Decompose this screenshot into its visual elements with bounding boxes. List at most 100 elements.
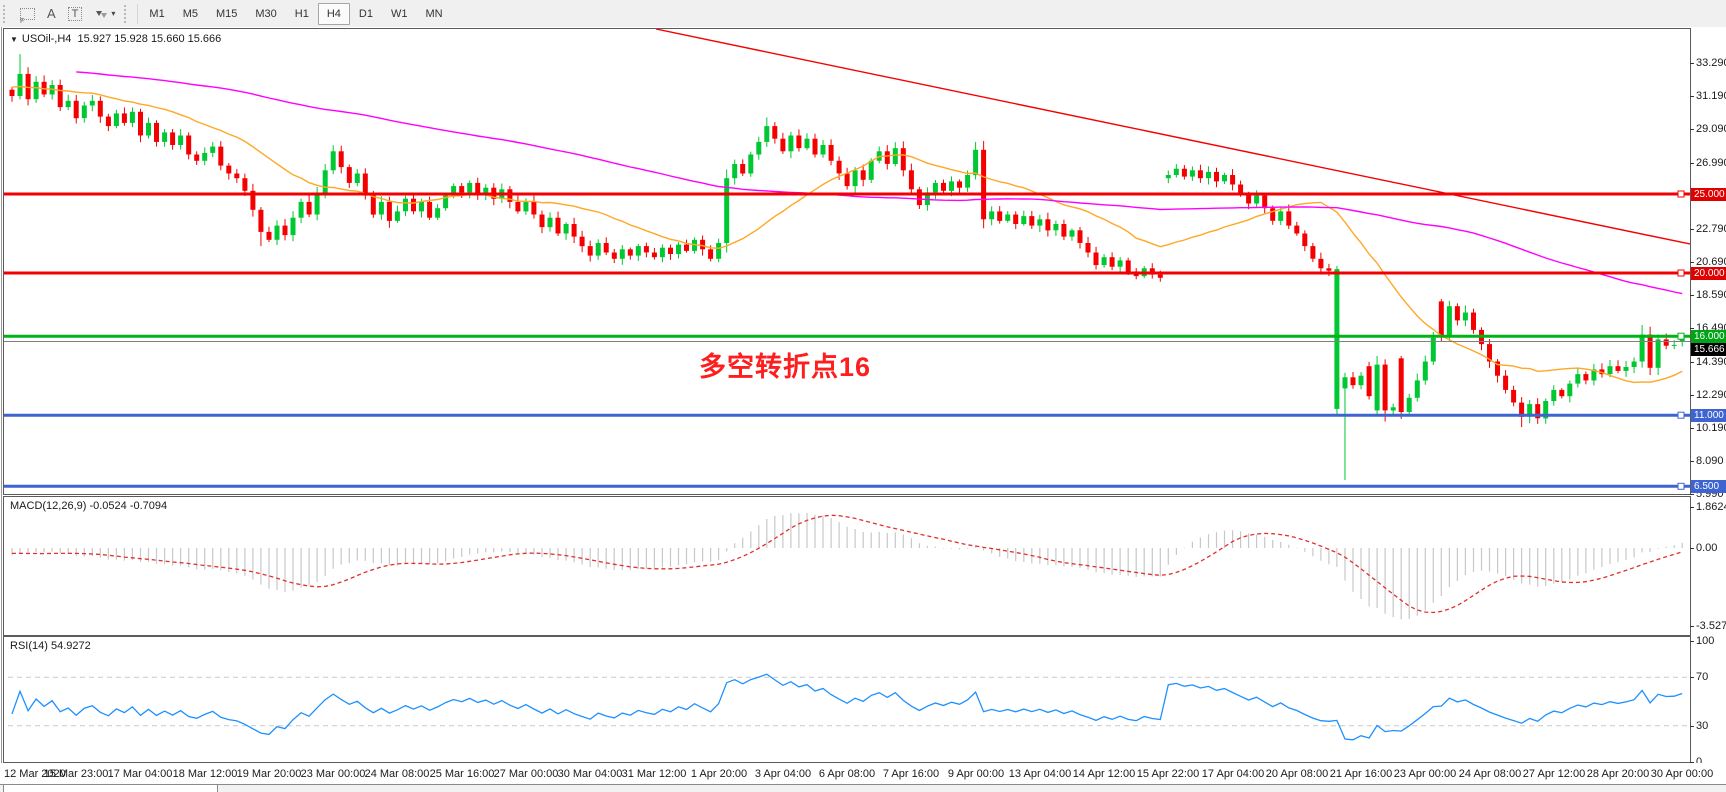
- time-label: 14 Apr 12:00: [1072, 768, 1136, 780]
- indicators-button[interactable]: F: [14, 3, 41, 25]
- time-label: 23 Apr 00:00: [1393, 768, 1457, 780]
- main-price-panel[interactable]: ▼ USOil-,H4 15.927 15.928 15.660 15.666 多…: [3, 28, 1691, 495]
- timeframe-h4[interactable]: H4: [317, 2, 350, 25]
- time-label: 27 Apr 12:00: [1522, 768, 1586, 780]
- price-badge-15.666: 15.666: [1691, 342, 1726, 356]
- time-label: 9 Apr 00:00: [947, 768, 1005, 780]
- axis-tick-mark: [1690, 395, 1694, 396]
- text-box-t-icon: T: [67, 6, 83, 21]
- arrow-objects-icon: [96, 10, 108, 18]
- axis-tick-mark: [1690, 129, 1694, 130]
- time-label: 30 Apr 00:00: [1650, 768, 1714, 780]
- axis-tick-label: 100: [1696, 635, 1715, 647]
- axis-tick-mark: [1690, 362, 1694, 363]
- symbol-ohlc-text: USOil-,H4 15.927 15.928 15.660 15.666: [21, 33, 222, 45]
- macd-plot: [11, 513, 1683, 620]
- axis-tick-mark: [1690, 626, 1694, 627]
- axis-tick-label: 26.990: [1696, 157, 1726, 169]
- time-label: 30 Mar 04:00: [557, 768, 623, 780]
- chart-tab[interactable]: [3, 784, 218, 792]
- time-label: 18 Mar 12:00: [172, 768, 238, 780]
- chart-tab-bar: [0, 784, 1726, 792]
- window-left-edge: [1, 27, 2, 784]
- toolbar: F A T ▾ M1 M5 M15 M30 H1 H4 D1 W1 MN: [0, 0, 1726, 28]
- time-label: 3 Apr 04:00: [754, 768, 812, 780]
- toolbar-grip-2[interactable]: [124, 4, 130, 23]
- symbol-label[interactable]: ▼ USOil-,H4 15.927 15.928 15.660 15.666: [10, 33, 221, 45]
- axis-tick-mark: [1690, 548, 1694, 549]
- time-label: 20 Apr 08:00: [1265, 768, 1329, 780]
- axis-tick-label: 70: [1696, 671, 1709, 683]
- axis-tick-label: 14.390: [1696, 356, 1726, 368]
- axis-tick-label: -3.5273: [1696, 620, 1726, 632]
- time-label: 15 Apr 22:00: [1136, 768, 1200, 780]
- axis-tick-mark: [1690, 494, 1694, 495]
- time-label: 19 Mar 20:00: [236, 768, 302, 780]
- dropdown-caret-icon: ▾: [111, 9, 116, 18]
- timeframe-m5[interactable]: M5: [182, 7, 198, 20]
- price-badge-11.000: 11.000: [1691, 408, 1726, 422]
- time-label: 7 Apr 16:00: [882, 768, 940, 780]
- axis-tick-mark: [1690, 428, 1694, 429]
- chart-area: ▼ USOil-,H4 15.927 15.928 15.660 15.666 多…: [0, 27, 1726, 792]
- price-badge-16.000: 16.000: [1691, 329, 1726, 343]
- time-label: 23 Mar 00:00: [300, 768, 366, 780]
- timeframe-m1[interactable]: M1: [149, 7, 165, 20]
- arrow-objects-button[interactable]: ▾: [88, 3, 121, 25]
- timeframe-m30[interactable]: M30: [255, 7, 277, 20]
- time-axis[interactable]: 12 Mar 2020 15 Mar 23:00 17 Mar 04:00 18 Ma…: [0, 763, 1726, 784]
- axis-tick-mark: [1690, 63, 1694, 64]
- axis-tick-label: 8.090: [1696, 455, 1724, 467]
- timeframe-mn[interactable]: MN: [425, 7, 443, 20]
- axis-tick-label: 22.790: [1696, 223, 1726, 235]
- timeframe-m15[interactable]: M15: [215, 7, 238, 20]
- timeframe-h1[interactable]: H1: [294, 7, 309, 20]
- time-label: 31 Mar 12:00: [621, 768, 687, 780]
- time-label: 24 Apr 08:00: [1458, 768, 1522, 780]
- indicator-grid-f-icon: F: [20, 7, 35, 25]
- time-label: 28 Apr 20:00: [1586, 768, 1650, 780]
- axis-tick-mark: [1690, 262, 1694, 263]
- symbol-dropdown-icon[interactable]: ▼: [10, 35, 18, 44]
- price-axis[interactable]: 33.290 31.190 29.090 26.990 22.790 20.690 18.5…: [1690, 27, 1726, 792]
- axis-tick-label: 0.00: [1696, 542, 1718, 554]
- axis-tick-label: 10.190: [1696, 422, 1726, 434]
- timeframe-group: M1 M5 M15 M30 H1 H4 D1 W1 MN: [140, 2, 451, 25]
- axis-tick-mark: [1690, 328, 1694, 329]
- rsi-plot: [8, 673, 1690, 741]
- axis-tick-label: 18.590: [1696, 289, 1726, 301]
- toolbar-separator: [137, 3, 139, 24]
- axis-tick-mark: [1690, 229, 1694, 230]
- macd-panel[interactable]: MACD(12,26,9) -0.0524 -0.7094: [3, 496, 1691, 636]
- timeframe-w1[interactable]: W1: [390, 7, 408, 20]
- axis-tick-mark: [1690, 726, 1694, 727]
- time-label: 24 Mar 08:00: [364, 768, 430, 780]
- rsi-panel[interactable]: RSI(14) 54.9272: [3, 636, 1691, 763]
- time-label: 15 Mar 23:00: [43, 768, 109, 780]
- axis-tick-mark: [1690, 163, 1694, 164]
- time-label: 1 Apr 20:00: [690, 768, 748, 780]
- timeframe-d1[interactable]: D1: [358, 7, 373, 20]
- axis-tick-label: 0: [1696, 756, 1703, 768]
- axis-tick-mark: [1690, 507, 1694, 508]
- chart-text-annotation[interactable]: 多空转折点16: [699, 352, 872, 382]
- time-label: 25 Mar 16:00: [429, 768, 495, 780]
- axis-tick-mark: [1690, 461, 1694, 462]
- time-label: 27 Mar 00:00: [493, 768, 559, 780]
- axis-tick-mark: [1690, 677, 1694, 678]
- macd-label: MACD(12,26,9) -0.0524 -0.7094: [10, 500, 168, 512]
- candlestick-plot[interactable]: [4, 29, 1690, 494]
- rsi-label: RSI(14) 54.9272: [10, 640, 91, 652]
- axis-tick-label: 12.290: [1696, 389, 1726, 401]
- axis-tick-label: 30: [1696, 720, 1709, 732]
- text-box-button[interactable]: T: [62, 3, 89, 25]
- time-label: 21 Apr 16:00: [1329, 768, 1393, 780]
- axis-tick-label: 33.290: [1696, 57, 1726, 69]
- time-label: 17 Mar 04:00: [107, 768, 173, 780]
- toolbar-grip[interactable]: [3, 4, 9, 23]
- axis-tick-mark: [1690, 641, 1694, 642]
- text-label-button[interactable]: A: [41, 3, 62, 25]
- axis-tick-mark: [1690, 96, 1694, 97]
- price-badge-25.000: 25.000: [1691, 187, 1726, 201]
